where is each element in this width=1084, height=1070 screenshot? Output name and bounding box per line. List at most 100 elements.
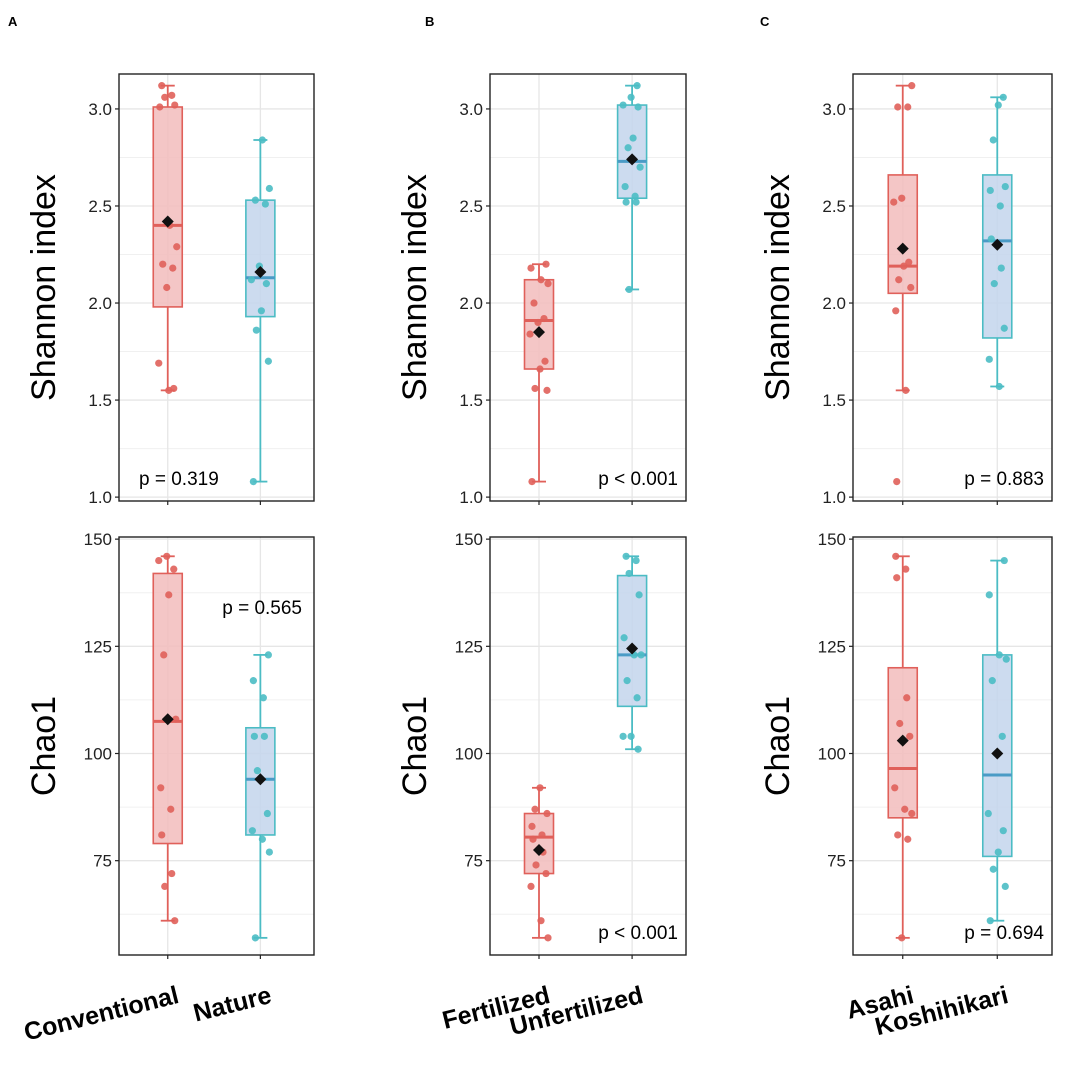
data-point xyxy=(894,831,902,839)
data-point xyxy=(898,934,906,942)
data-point xyxy=(161,882,169,891)
data-point xyxy=(1000,324,1008,332)
data-point xyxy=(632,198,640,206)
data-point xyxy=(637,651,645,659)
y-tick-label: 1.5 xyxy=(88,391,112,410)
data-point xyxy=(994,848,1002,856)
data-point xyxy=(908,82,916,90)
data-point xyxy=(542,260,550,268)
data-point xyxy=(247,276,255,284)
data-point xyxy=(161,93,169,101)
data-point xyxy=(537,917,545,925)
data-point xyxy=(986,186,994,195)
box-group-fertilized xyxy=(523,784,555,942)
data-point xyxy=(900,262,908,270)
data-point xyxy=(264,357,272,365)
data-point xyxy=(531,805,539,813)
chart-A-bottom: 75 100 125 150 Chao1 p = 0.565 Conventional Nat… xyxy=(21,530,315,1047)
data-point xyxy=(163,552,171,560)
data-point xyxy=(622,198,630,206)
data-point xyxy=(251,196,259,204)
data-point xyxy=(171,917,179,925)
data-point xyxy=(165,386,173,394)
data-point xyxy=(907,283,915,292)
data-point xyxy=(902,565,910,573)
mean-diamond xyxy=(896,734,909,747)
data-point xyxy=(890,198,898,206)
data-point xyxy=(544,280,552,288)
data-point xyxy=(999,827,1007,835)
mean-diamond xyxy=(161,713,174,726)
data-point xyxy=(265,848,273,856)
data-point xyxy=(172,715,180,723)
data-point xyxy=(253,767,261,775)
y-axis-label: Chao1 xyxy=(396,696,434,796)
data-point xyxy=(898,194,906,202)
y-tick-label: 150 xyxy=(455,530,483,549)
plot-frame xyxy=(118,73,315,502)
data-point xyxy=(260,732,268,740)
plot-frame xyxy=(489,73,687,502)
y-tick-label: 150 xyxy=(818,530,846,549)
y-tick-label: 3.0 xyxy=(459,100,483,119)
data-point xyxy=(160,651,168,659)
data-point xyxy=(892,307,900,315)
box-group-unfertilized xyxy=(616,82,648,294)
data-point xyxy=(258,835,266,843)
data-point xyxy=(901,805,909,813)
data-point xyxy=(543,809,551,818)
mean-diamond xyxy=(533,843,545,856)
plot-area xyxy=(490,74,686,501)
data-point xyxy=(159,260,167,268)
data-point xyxy=(264,651,272,659)
data-point xyxy=(249,677,257,685)
data-point xyxy=(903,694,911,702)
data-point xyxy=(248,827,256,835)
data-point xyxy=(528,822,536,830)
data-point xyxy=(169,264,177,272)
data-point xyxy=(527,264,535,272)
y-axis-label: Chao1 xyxy=(25,696,63,796)
mean-diamond xyxy=(533,326,545,339)
y-axis-label: Chao1 xyxy=(759,696,797,796)
data-point xyxy=(893,574,901,582)
data-point xyxy=(170,565,178,573)
y-tick-label: 150 xyxy=(84,530,112,549)
box-group-asahi xyxy=(887,82,919,486)
chart-B-top: 1.0 1.5 2.0 2.5 3.0 Shannon index p < 0.001 xyxy=(396,73,687,507)
data-point xyxy=(908,809,916,818)
chart-A-top: 1.0 1.5 2.0 2.5 3.0 Shannon index p = 0.319 xyxy=(25,73,315,507)
box xyxy=(245,199,276,318)
data-point xyxy=(532,861,540,869)
plot-frame xyxy=(118,536,315,956)
data-point xyxy=(904,103,912,111)
data-point xyxy=(994,101,1002,109)
chart-C-top: 1.0 1.5 2.0 2.5 3.0 Shannon index p = 0.883 xyxy=(759,73,1053,507)
y-tick-label: 2.5 xyxy=(822,197,846,216)
data-point xyxy=(895,276,903,284)
mean-diamond xyxy=(991,747,1004,760)
y-tick-label: 1.5 xyxy=(459,391,483,410)
data-point xyxy=(251,934,259,942)
data-point xyxy=(622,552,630,560)
data-point xyxy=(262,280,270,288)
data-point xyxy=(540,314,548,323)
data-point xyxy=(158,831,166,839)
p-value-annotation: p = 0.319 xyxy=(139,469,219,490)
box-group-nature xyxy=(245,136,276,486)
plot-area xyxy=(119,74,314,501)
data-point xyxy=(173,243,181,251)
plot-area xyxy=(119,537,314,955)
y-tick-label: 100 xyxy=(818,745,846,764)
y-tick-label: 75 xyxy=(93,852,112,871)
data-point xyxy=(258,136,266,144)
y-tick-label: 1.0 xyxy=(459,488,483,507)
data-point xyxy=(167,805,175,813)
data-point xyxy=(528,477,536,486)
box xyxy=(887,174,919,295)
data-point xyxy=(171,101,179,109)
data-point xyxy=(165,591,173,599)
y-tick-label: 1.0 xyxy=(88,488,112,507)
y-tick-label: 125 xyxy=(455,637,483,656)
